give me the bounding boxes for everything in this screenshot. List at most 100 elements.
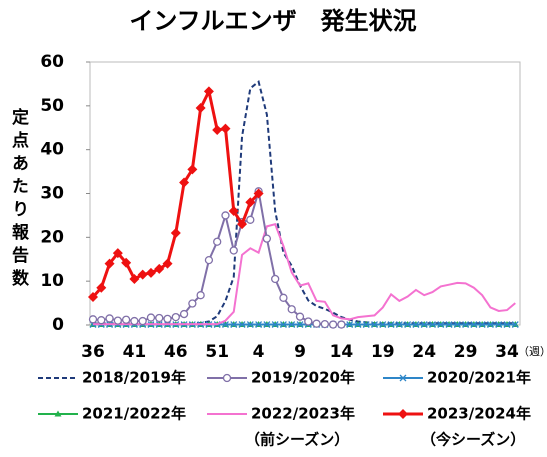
data-point (262, 234, 272, 243)
data-point (255, 321, 263, 329)
data-point (154, 263, 165, 274)
data-point (271, 274, 280, 284)
data-point (362, 321, 370, 329)
x-tick-label: 34 (495, 342, 519, 362)
data-point (237, 219, 248, 230)
y-tick-label: 50 (40, 96, 64, 116)
y-axis-label: 定点あたり報告数 (8, 107, 29, 292)
data-point (97, 316, 106, 325)
data-point (171, 312, 180, 322)
data-point (88, 291, 98, 302)
data-point (304, 317, 313, 326)
data-point (221, 211, 230, 220)
data-point (88, 315, 98, 324)
legend-marker (54, 410, 62, 417)
data-point (412, 321, 420, 329)
data-point (453, 321, 461, 329)
data-point (137, 269, 148, 280)
data-point (195, 103, 206, 114)
x-tick-label: 29 (454, 342, 478, 362)
legend-note: （今シーズン） (421, 431, 525, 449)
y-tick-label: 60 (40, 52, 64, 72)
data-point (138, 316, 147, 326)
data-point (371, 321, 378, 329)
data-point (113, 316, 122, 325)
data-point (121, 257, 132, 268)
x-tick-label: 4 (253, 342, 265, 362)
data-point (220, 123, 231, 134)
data-point (196, 291, 205, 300)
data-point (112, 248, 123, 259)
data-point (279, 321, 287, 329)
data-point (287, 305, 296, 314)
data-point (486, 321, 494, 329)
data-point (295, 312, 305, 321)
legend-note: （前シーズン） (245, 431, 349, 449)
data-point (395, 321, 403, 329)
data-point (130, 316, 139, 326)
data-point (445, 321, 453, 329)
data-point (229, 246, 238, 255)
series-line (93, 79, 516, 325)
x-axis-label: （週） (518, 345, 547, 358)
data-point (146, 313, 156, 322)
legend-marker (222, 373, 232, 383)
data-point (228, 206, 239, 217)
series-line (92, 191, 342, 326)
data-point (145, 267, 156, 278)
legend-marker (399, 374, 407, 382)
data-point (462, 321, 470, 329)
data-point (179, 177, 190, 188)
legend-label: 2022/2023年 (251, 405, 355, 423)
data-point (420, 321, 428, 329)
data-point (337, 320, 346, 329)
data-point (121, 315, 131, 324)
data-point (495, 321, 503, 329)
data-point (296, 321, 304, 329)
x-tick-label: 41 (123, 342, 147, 362)
x-tick-label: 9 (294, 342, 306, 362)
data-point (320, 319, 329, 329)
data-point (429, 321, 436, 329)
data-point (104, 258, 115, 269)
data-point (246, 215, 255, 224)
legend-label: 2021/2022年 (82, 405, 186, 423)
data-point (346, 321, 354, 329)
x-tick-label: 46 (164, 342, 188, 362)
legend-label: 2023/2024年 (427, 405, 531, 423)
data-point (511, 321, 519, 329)
data-point (155, 313, 164, 323)
legend-marker (398, 409, 408, 419)
data-point (222, 321, 229, 329)
data-point (230, 321, 238, 329)
chart-title: インフルエンザ 発生状況 (129, 7, 416, 35)
data-point (213, 237, 222, 246)
data-point (163, 314, 172, 324)
data-point (187, 164, 198, 175)
y-tick-label: 20 (40, 227, 64, 247)
data-point (129, 273, 140, 284)
legend-label: 2019/2020年 (251, 369, 355, 387)
data-point (437, 321, 445, 329)
legend-label: 2018/2019年 (82, 369, 186, 387)
series-line (93, 222, 516, 326)
data-point (96, 282, 107, 293)
y-tick-label: 40 (40, 140, 64, 160)
data-point (170, 227, 181, 238)
data-point (312, 319, 321, 328)
data-point (354, 321, 362, 329)
data-point (246, 321, 254, 329)
plot-frame (89, 61, 521, 326)
data-point (238, 321, 246, 329)
x-tick-label: 24 (412, 342, 436, 362)
x-tick-label: 19 (371, 342, 395, 362)
x-tick-label: 36 (81, 342, 105, 362)
data-point (105, 314, 114, 323)
legend-label: 2020/2021年 (427, 369, 531, 387)
data-point (379, 321, 387, 329)
data-point (478, 321, 486, 329)
data-point (245, 197, 256, 208)
x-tick-label: 51 (205, 342, 229, 362)
data-point (503, 321, 511, 329)
x-tick-label: 14 (330, 342, 354, 362)
